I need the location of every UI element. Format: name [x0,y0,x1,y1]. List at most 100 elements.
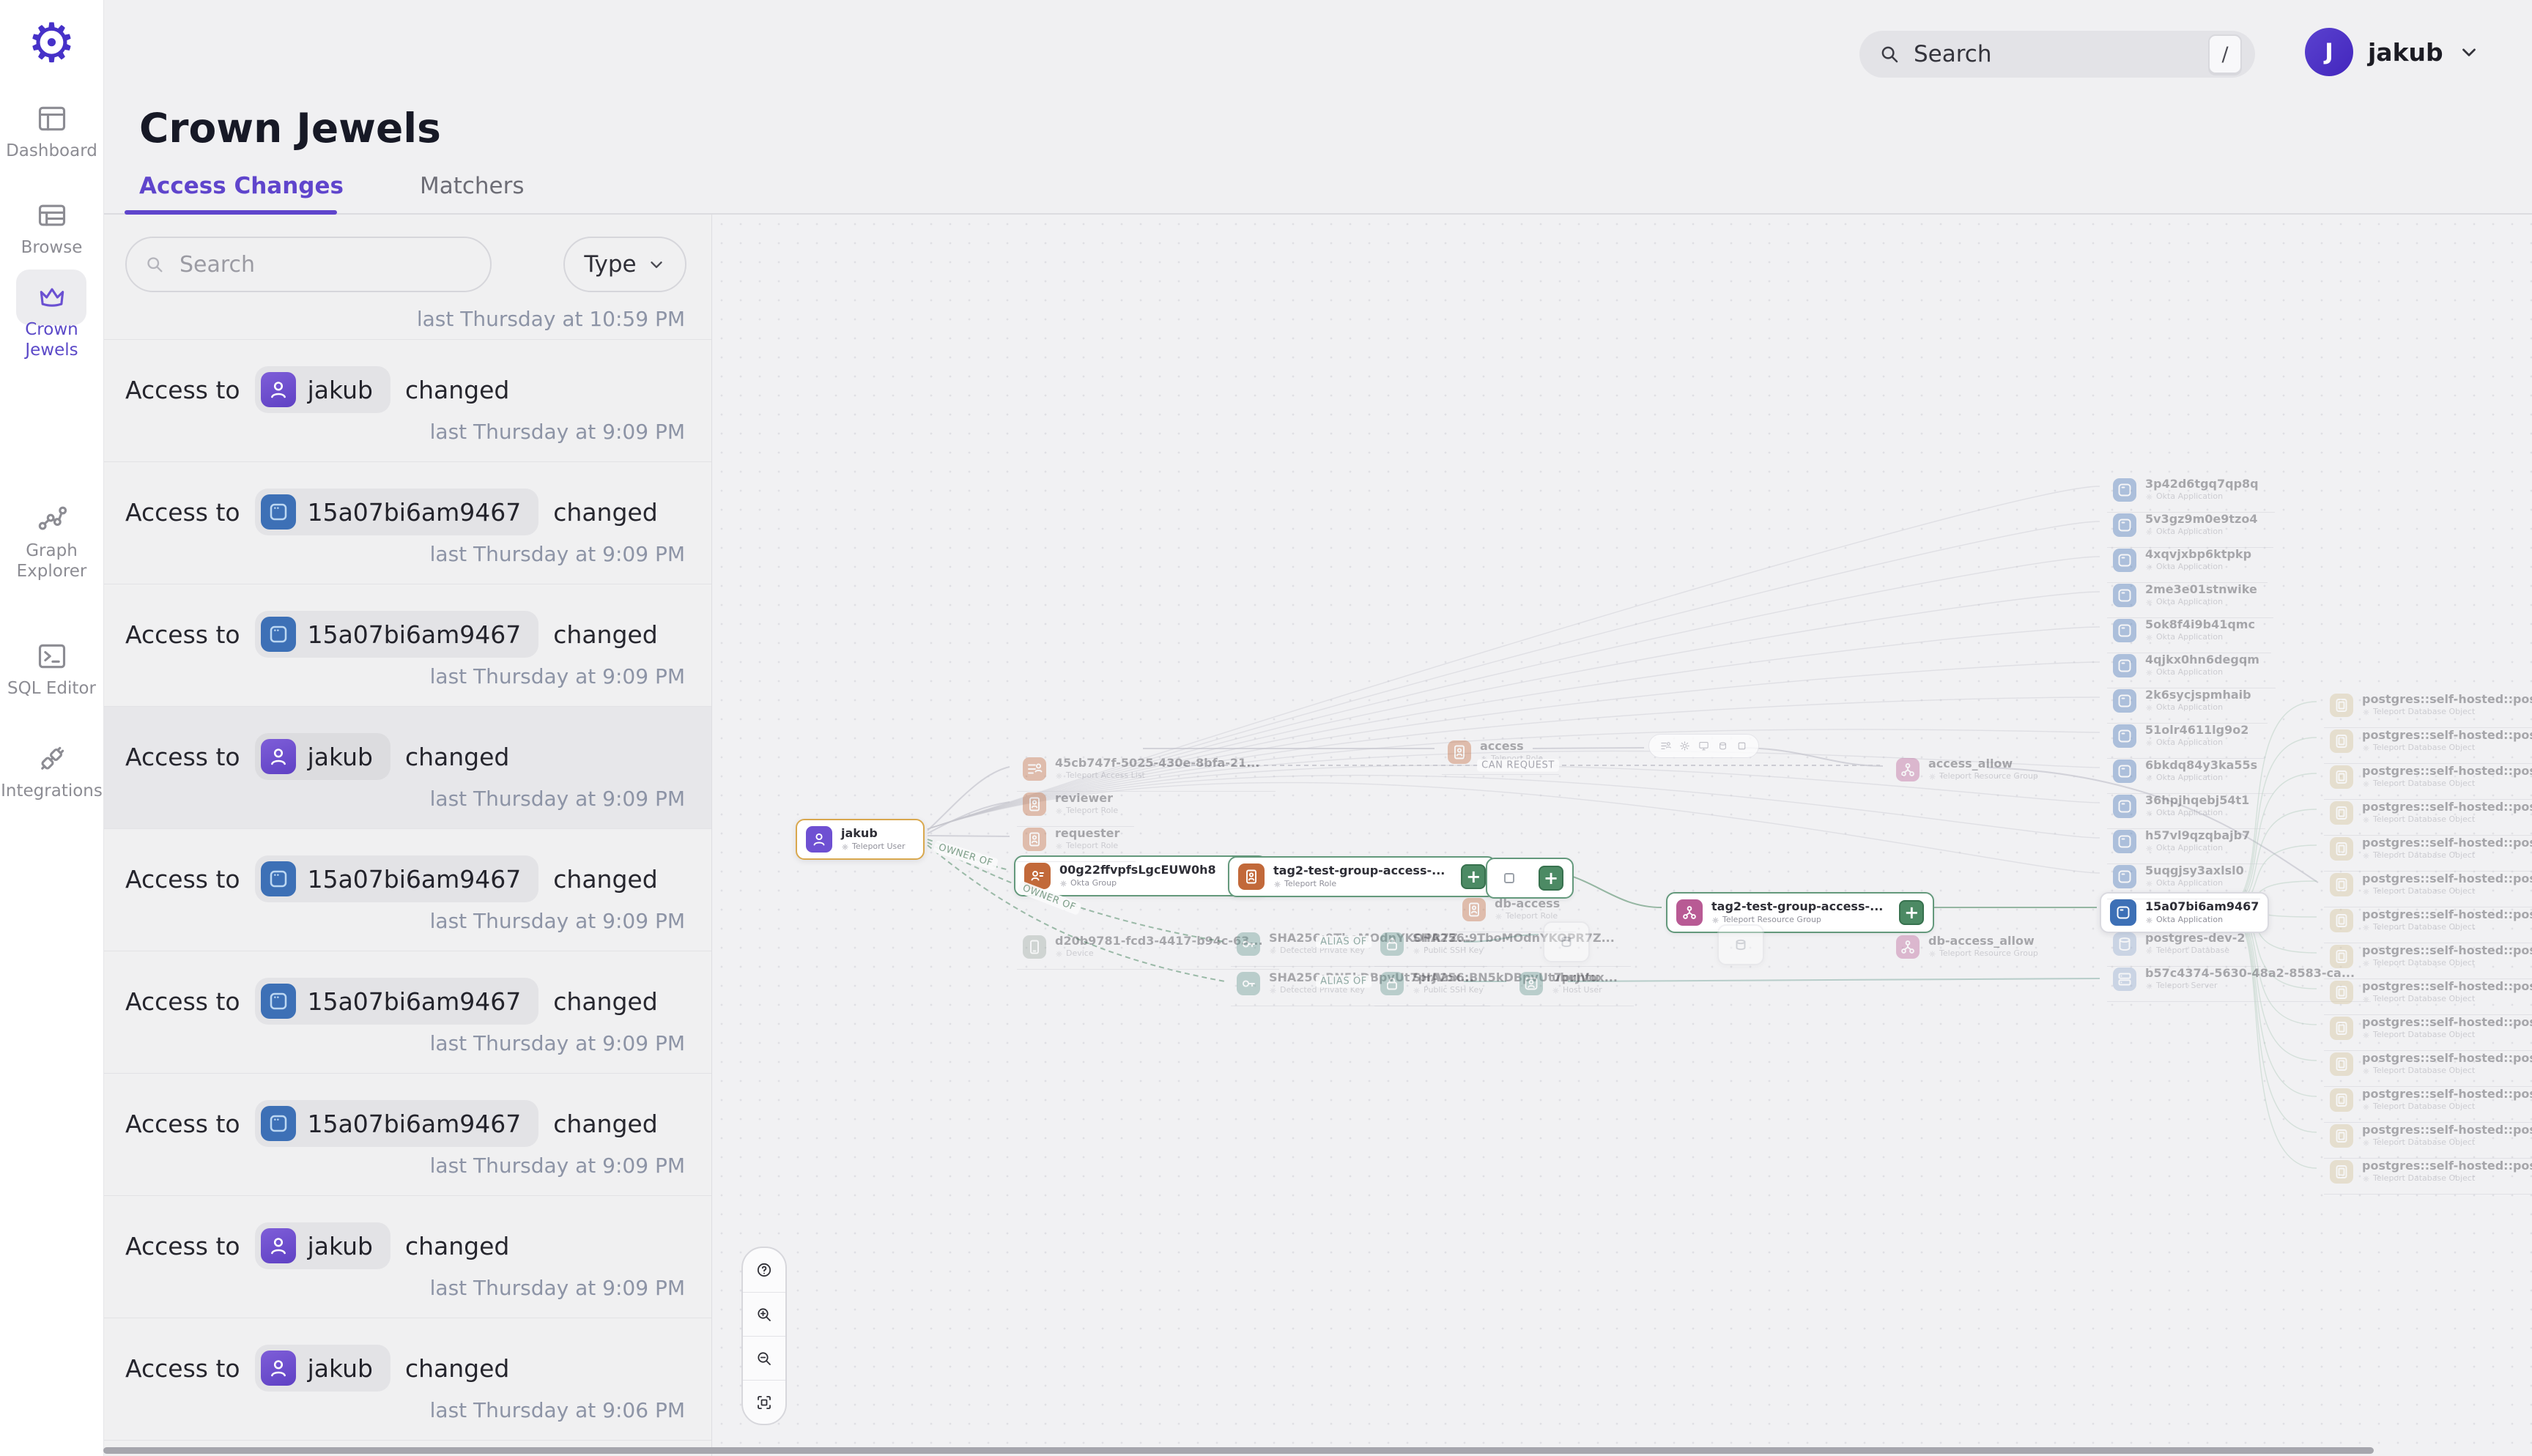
tab-access-changes[interactable]: Access Changes [139,173,344,199]
access-change-row[interactable]: Access to 15a07bi6am9467 changed last Th… [103,584,711,706]
access-change-row[interactable]: Access to 15a07bi6am9467 changed last Th… [103,461,711,584]
graph-node-3p42d6tgq7qp8q[interactable]: 3p42d6tgq7qp8q Okta Application [2104,472,2275,513]
graph-node-tag2-test-group-access-[interactable]: tag2-test-group-access-... Teleport Role + [1228,856,1497,897]
graph-node-tag2-test-group-access-[interactable]: tag2-test-group-access-... Teleport Resou… [1666,892,1935,933]
graph-node-postgres-self-hosted-pos[interactable]: postgres::self-hosted::postgre...Telepor… [2321,902,2532,944]
graph-node-ubuntu[interactable]: ubuntu Host User [1511,965,1611,1001]
graph-node-5v3gz9m0e9tzo4[interactable]: 5v3gz9m0e9tzo4 Okta Application [2104,507,2274,549]
graph-node-d20b9781-fcd3-4417-b94c-[interactable]: d20b9781-fcd3-4417-b94c-63... Device [1014,929,1279,970]
entity-chip[interactable]: 15a07bi6am9467 [254,978,539,1025]
clipped-row-below[interactable] [103,1440,711,1456]
entity-chip[interactable]: 15a07bi6am9467 [254,855,539,902]
entity-chip[interactable]: jakub [254,1345,390,1392]
entity-chip[interactable]: jakub [254,1222,390,1269]
graph-node-jakub[interactable]: jakub Teleport User [796,819,925,860]
sidebar-item-graph-explorer[interactable]: Graph Explorer [0,502,103,582]
db-mini-icon[interactable] [1717,740,1729,752]
graph-node-4qjkx0hn6degqm[interactable]: 4qjkx0hn6degqm Okta Application [2104,647,2276,689]
graph-node-sha256-bn5kdbpvut7prjvox[interactable]: SHA256:BN5kDBpvUt7prJVox... Public SSH Ke… [1372,965,1634,1007]
access-change-row[interactable]: Access to 15a07bi6am9467 changed last Th… [103,951,711,1073]
entity-chip[interactable]: 15a07bi6am9467 [254,1100,539,1147]
graph-node-requester[interactable]: requester Teleport Role [1014,821,1136,863]
monitor-icon[interactable] [1698,740,1710,752]
global-search[interactable]: Search / [1859,31,2255,78]
sidebar-item-integrations[interactable]: Integrations [0,743,103,801]
graph-node-db-access-allow[interactable]: db-access_allow Teleport Resource Group [1887,929,2047,965]
graph-node-db-access[interactable]: db-access Teleport Role [1454,891,1577,933]
graph-node-postgres-self-hosted-pos[interactable]: postgres::self-hosted::postgre...Telepor… [2321,974,2532,1016]
graph-hover-toolbar[interactable] [1648,734,1759,758]
access-change-row[interactable]: Access to 15a07bi6am9467 changed last Th… [103,1073,711,1195]
zoom-out-button[interactable] [743,1336,785,1380]
app-logo-gear-icon[interactable]: ⚙ [27,12,76,75]
graph-node-2me3e01stnwike[interactable]: 2me3e01stnwike Okta Application [2104,577,2273,619]
graph-node-15a07bi6am9467[interactable]: 15a07bi6am9467 Okta Application [2100,892,2270,933]
graph-node-db-mini[interactable] [1543,921,1590,962]
graph-node-36hpjhqebj54t1[interactable]: 36hpjhqebj54t1 Okta Application [2104,788,2266,830]
node-subtitle: Okta Application [2145,598,2257,607]
graph-node-6bkdq84y3ka55s[interactable]: 6bkdq84y3ka55s Okta Application [2104,753,2274,795]
gear-icon[interactable] [1678,740,1691,752]
graph-node-postgres-self-hosted-pos[interactable]: postgres::self-hosted::postgre...Telepor… [2321,795,2532,836]
expand-node-button[interactable]: + [1899,900,1925,925]
access-change-row[interactable]: Access to jakub changed last Thursday at… [103,706,711,828]
graph-node-postgres-self-hosted-pos[interactable]: postgres::self-hosted::postgre...Telepor… [2321,687,2532,729]
graph-node-postgres-self-hosted-pos[interactable]: postgres::self-hosted::postgre...Telepor… [2321,831,2532,872]
sidebar-item-browse[interactable]: Browse [0,199,103,258]
graph-node-45cb747f-5025-430e-8bfa-[interactable]: 45cb747f-5025-430e-8bfa-21... Teleport Ac… [1014,751,1276,792]
graph-node-postgres-self-hosted-pos[interactable]: postgres::self-hosted::postgre...Telepor… [2321,1118,2532,1159]
graph-node-postgres-self-hosted-pos[interactable]: postgres::self-hosted::postgre...Telepor… [2321,1010,2532,1052]
expand-node-button[interactable]: + [1539,866,1563,891]
graph-node-postgres-self-hosted-pos[interactable]: postgres::self-hosted::postgre...Telepor… [2321,1154,2532,1195]
list-search[interactable] [125,237,492,292]
fit-view-button[interactable] [743,1380,785,1424]
graph-node-h57vl9qzqbajb7[interactable]: h57vl9qzqbajb7 Okta Application [2104,823,2267,865]
graph-node-postgres-self-hosted-pos[interactable]: postgres::self-hosted::postgre...Telepor… [2321,759,2532,801]
help-button[interactable] [743,1248,785,1292]
node-text: 5v3gz9m0e9tzo4 Okta Application [2145,512,2257,537]
expand-node-button[interactable]: + [1461,864,1487,889]
tab-matchers[interactable]: Matchers [419,173,525,199]
graph-node-51olr4611lg9o2[interactable]: 51olr4611lg9o2 Okta Application [2104,718,2265,759]
access-change-row[interactable]: Access to jakub changed last Thursday at… [103,1318,711,1440]
graph-node-reviewer[interactable]: reviewer Teleport Role [1014,786,1135,828]
entity-chip[interactable]: 15a07bi6am9467 [254,611,539,658]
graph-node-2k6sycjspmhaib[interactable]: 2k6sycjspmhaib Okta Application [2104,683,2268,724]
graph-node-mini[interactable]: + [1486,858,1574,899]
access-change-row[interactable]: Access to 15a07bi6am9467 changed last Th… [103,828,711,951]
sidebar-item-dashboard[interactable]: Dashboard [0,103,103,161]
list-search-input[interactable] [178,250,459,278]
user-menu[interactable]: J jakub [2305,26,2480,78]
access-graph-canvas[interactable]: jakub Teleport User 00g22ffvpfsLgcEUW0h8 Ok… [712,215,2532,1456]
mini-icon[interactable] [1736,740,1748,752]
type-filter-button[interactable]: Type [563,237,686,292]
access-change-row[interactable]: Access to jakub changed last Thursday at… [103,339,711,461]
graph-node-b57c4374-5630-48a2-8583-[interactable]: b57c4374-5630-48a2-8583-ca... Teleport Se… [2104,961,2372,1003]
graph-node-5ok8f4i9b41qmc[interactable]: 5ok8f4i9b41qmc Okta Application [2104,612,2271,654]
entity-chip[interactable]: 15a07bi6am9467 [254,489,539,535]
access-change-row[interactable]: Access to jakub changed last Thursday at… [103,1195,711,1318]
sidebar-item-crown-jewels[interactable]: Crown Jewels [0,270,103,360]
sidebar-item-sql-editor[interactable]: SQL Editor [0,640,103,699]
graph-node-4xqvjxbp6ktpkp[interactable]: 4xqvjxbp6ktpkp Okta Application [2104,542,2268,584]
graph-node-postgres-self-hosted-pos[interactable]: postgres::self-hosted::postgre...Telepor… [2321,866,2532,908]
graph-node-postgres-self-hosted-pos[interactable]: postgres::self-hosted::postgre...Telepor… [2321,1046,2532,1088]
graph-node-access-allow[interactable]: access_allow Teleport Resource Group [1887,751,2047,787]
graph-node-db-mini[interactable] [1717,924,1764,965]
graph-node-5uqgjsy3axlsl0[interactable]: 5uqgjsy3axlsl0 Okta Application [2104,858,2260,900]
entity-name: jakub [307,1353,373,1383]
graph-node-postgres-self-hosted-pos[interactable]: postgres::self-hosted::postgre...Telepor… [2321,938,2532,980]
graph-node-sha256-9tbomodnykopr7z-[interactable]: SHA256:9TboMOdnYKOPR7Z... Public SSH Key [1372,926,1631,967]
horizontal-scrollbar[interactable] [103,1447,2374,1454]
zoom-in-button[interactable] [743,1292,785,1336]
graph-node-postgres-dev-2[interactable]: postgres-dev-2 Teleport Database [2104,926,2262,967]
entity-chip[interactable]: jakub [254,366,390,413]
access-list-icon[interactable] [1659,740,1672,752]
graph-node-postgres-self-hosted-pos[interactable]: postgres::self-hosted::postgre...Telepor… [2321,1082,2532,1123]
node-text: 3p42d6tgq7qp8q Okta Application [2145,477,2259,502]
graph-node-postgres-self-hosted-pos[interactable]: postgres::self-hosted::postgre...Telepor… [2321,723,2532,765]
clipped-row-above[interactable]: last Thursday at 10:59 PM [103,307,711,339]
entity-chip[interactable]: jakub [254,733,390,780]
